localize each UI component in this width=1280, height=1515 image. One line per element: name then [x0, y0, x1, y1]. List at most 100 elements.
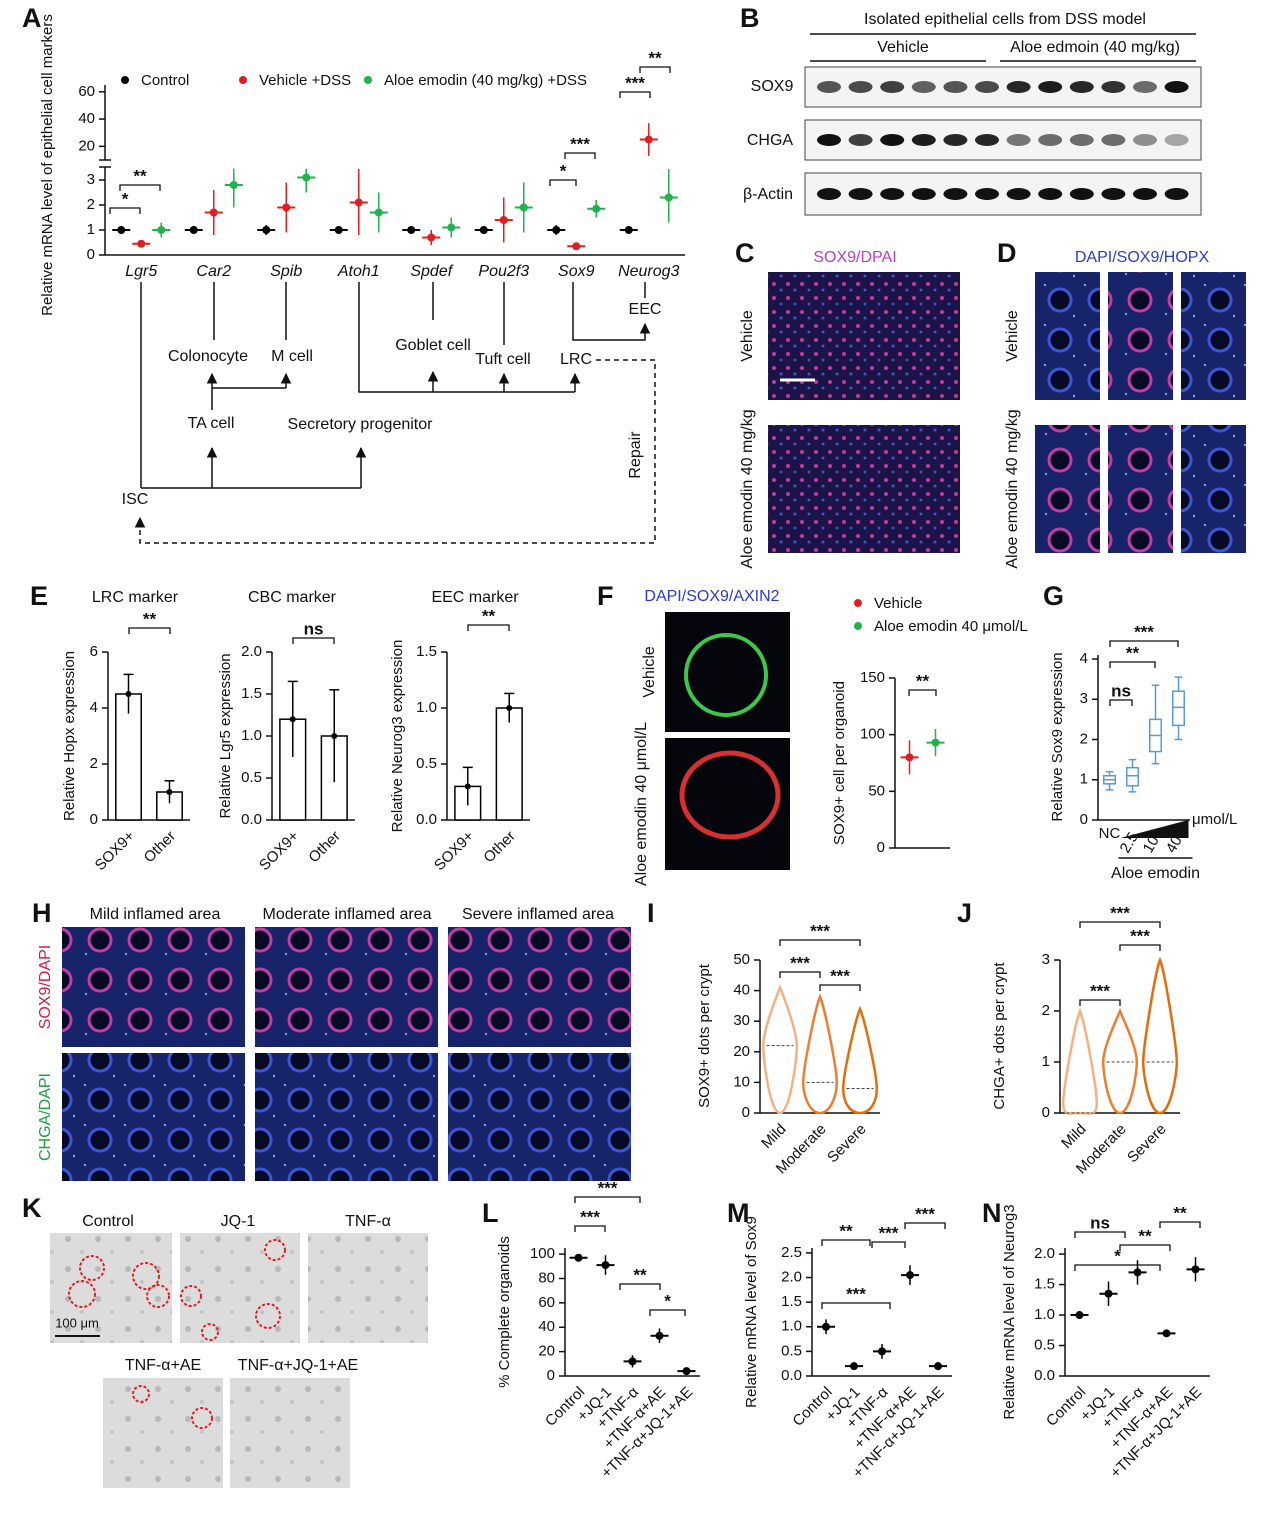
chart: 0.0 0.5 1.0 1.5 2.0 Relative mRNA level of Ne… [1001, 1203, 1210, 1482]
x-tick-label: Other [141, 828, 180, 867]
significance-bracket [871, 1241, 906, 1248]
blot-band [975, 81, 999, 93]
organoid-outline [146, 1284, 170, 1308]
significance-label: ** [482, 606, 496, 625]
y-tick-label: 1 [87, 221, 95, 238]
x-tick-label: SOX9+ [431, 827, 478, 874]
y-tick-label: 0.0 [781, 1367, 802, 1384]
significance-label: ** [143, 609, 157, 628]
dashed-arrow [134, 359, 656, 544]
panel-letter: K [22, 1193, 42, 1223]
significance-bracket [819, 984, 861, 991]
significance-bracket [467, 624, 510, 631]
blot-band [1133, 188, 1157, 200]
significance-bracket [619, 1283, 661, 1290]
blot-band [1133, 81, 1157, 93]
y-axis-label: % Complete organoids [496, 1236, 513, 1388]
blot-band [1101, 81, 1126, 93]
box [1126, 766, 1139, 787]
y-tick-label: 80 [538, 1269, 555, 1286]
x-tick-label: Severe [824, 1121, 870, 1167]
row-label: CHGA [747, 132, 794, 149]
violin [801, 993, 839, 1115]
y-tick-label: 60 [538, 1294, 555, 1311]
blot-band [1101, 188, 1126, 200]
dose-ramp [1120, 820, 1189, 838]
blot-band [817, 134, 841, 146]
x-tick-label: Atoh1 [337, 263, 380, 280]
significance-bracket [1109, 661, 1156, 668]
dot [1191, 1265, 1200, 1274]
dot [166, 789, 173, 795]
organoid-outline [201, 1323, 219, 1341]
chart: 0.0 0.5 1.0 1.5 Relative Neurog3 expression E… [389, 589, 530, 874]
dot [331, 733, 338, 739]
x-tick-label: Other [480, 828, 519, 867]
panel-letter: I [647, 898, 655, 928]
dot [117, 226, 126, 234]
y-tick-label: 60 [78, 83, 95, 100]
significance-bracket [128, 627, 171, 634]
y-tick-label: 2.0 [781, 1269, 802, 1286]
panel-letter: H [32, 898, 52, 928]
y-tick-label: 6 [90, 643, 98, 660]
organoid-images [50, 1233, 428, 1488]
significance-bracket [119, 184, 161, 191]
x-tick-label: Spdef [410, 263, 453, 280]
y-axis-label: SOX9+ cell per organoid [831, 681, 848, 845]
blot-band [943, 134, 968, 146]
dot [499, 216, 508, 224]
y-axis-label: Relative mRNA level of epithelial cell m… [39, 14, 56, 316]
micrograph [103, 1378, 223, 1488]
column-label: Moderate inflamed area [263, 906, 432, 923]
row-label: Vehicle [1004, 310, 1021, 362]
y-tick-label: 20 [78, 137, 95, 154]
blot-band [975, 134, 999, 146]
dot [189, 226, 198, 234]
y-tick-label: 1.0 [416, 699, 437, 716]
y-tick-label: 1.5 [416, 643, 437, 660]
y-tick-label: 50 [868, 782, 885, 799]
y-tick-label: 50 [733, 951, 750, 968]
y-axis-label: Relative mRNA level of Neurog3 [1001, 1204, 1018, 1419]
column-label: Severe inflamed area [462, 906, 614, 923]
chart-title: EEC marker [431, 589, 519, 606]
x-tick-label: 10 [1140, 833, 1163, 856]
node-label: ISC [122, 491, 149, 508]
y-tick-label: 40 [78, 110, 95, 127]
y-tick-label: 150 [860, 669, 885, 686]
y-tick-label: 3 [1080, 690, 1088, 707]
micrograph [62, 1053, 245, 1181]
dot [209, 208, 218, 217]
panel-letter: J [957, 898, 972, 928]
y-tick-label: 2.0 [1034, 1245, 1055, 1262]
row-label: β-Actin [743, 186, 793, 203]
y-tick-label: 0.5 [241, 769, 262, 786]
blot-band [848, 188, 873, 200]
x-tick-label: Spib [270, 263, 302, 280]
row-label: Vehicle [739, 310, 756, 362]
row-label: SOX9/DAPI [37, 945, 54, 1029]
y-tick-label: 40 [538, 1318, 555, 1335]
y-tick-label: 0 [877, 839, 885, 856]
significance-bracket [549, 179, 577, 186]
significance-bracket [904, 1222, 946, 1229]
micrograph [62, 927, 245, 1047]
significance-label: *** [1134, 622, 1154, 641]
organoid-outline [191, 1407, 213, 1429]
blot-band [1006, 81, 1031, 93]
chart: 0.0 0.5 1.0 1.5 2.0 2.5 Relative mRNA level of… [743, 1204, 952, 1482]
x-tick-label: SOX9+ [256, 827, 303, 874]
organoid [679, 750, 781, 840]
dot [934, 1362, 942, 1371]
micrograph [308, 1233, 428, 1343]
dot [1162, 1329, 1171, 1338]
dot [479, 226, 488, 234]
blot-band [1069, 81, 1094, 93]
legend-marker [854, 599, 862, 607]
dot [624, 226, 633, 234]
box [1172, 690, 1185, 727]
x-tick-label: Pou2f3 [478, 263, 529, 280]
